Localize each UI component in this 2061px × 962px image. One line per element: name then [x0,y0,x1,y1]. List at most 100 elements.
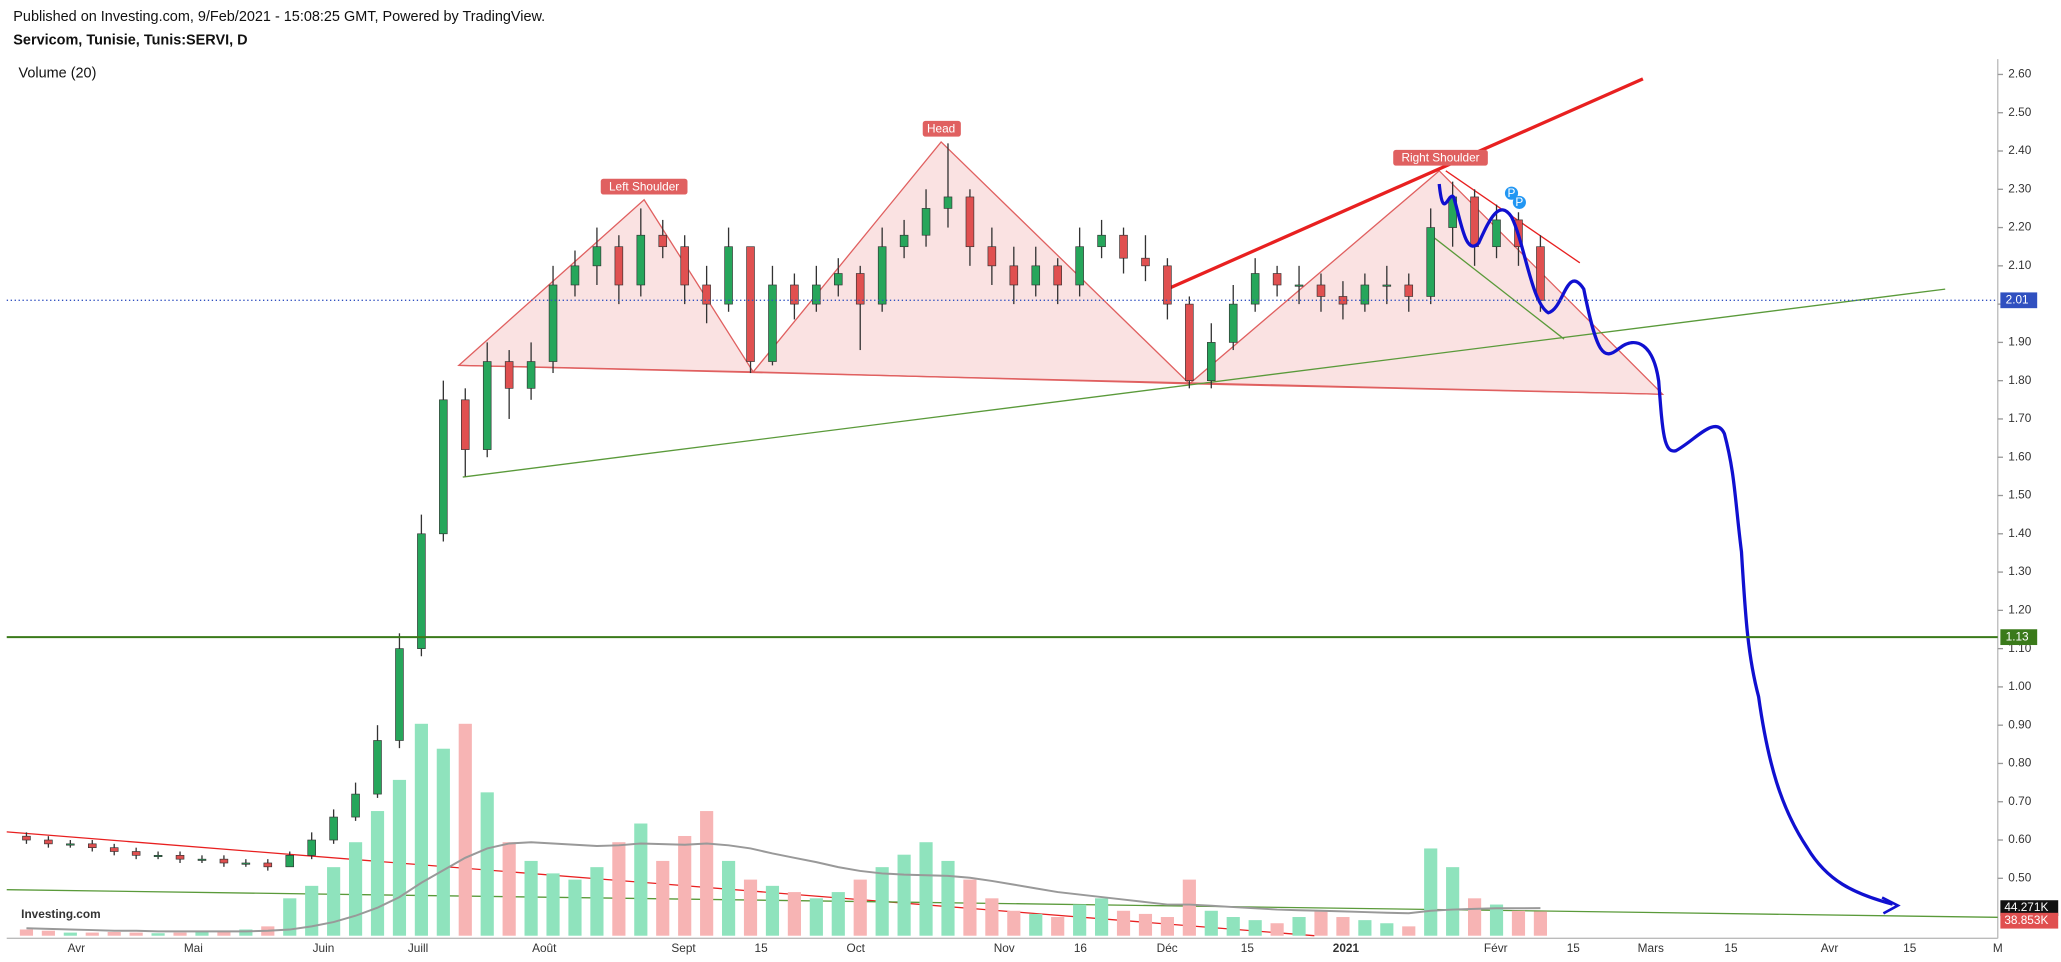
candle-body [548,284,558,362]
x-tick-label: Avr [1821,941,1839,955]
volume-bar [634,823,648,936]
candle-body [877,246,887,305]
candle-body [395,648,404,741]
volume-bar [414,723,428,936]
tag-box [1393,149,1488,166]
candle-body [1053,265,1062,286]
volume-bar [656,860,670,936]
candle-body [724,246,733,305]
x-tick-label: Mars [1638,941,1664,955]
tag-box [922,120,961,137]
projection-drawing [1437,183,1894,906]
candle-body [855,273,865,305]
volume-bar [546,873,560,936]
candle-body [504,361,514,389]
x-tick-label: 16 [1074,941,1088,955]
candle-body [175,855,185,860]
candle-body [1316,284,1326,297]
volume-bar [700,811,714,936]
candle-body [44,839,53,845]
candle-body [746,246,755,362]
volume-ma-tag [2000,900,2059,917]
volume-bar [217,930,231,936]
y-tick-label: 2.40 [2008,143,2031,157]
logo: Investing.com [21,907,100,921]
pivot-badge [1504,186,1519,200]
candle-body [417,533,426,649]
volume-bar [1073,904,1087,936]
candle-body [373,740,382,795]
candle-body [439,399,448,535]
y-tick-label: 1.50 [2008,488,2031,502]
x-tick-label: Juin [313,941,335,955]
candle-body [219,858,229,864]
candle-body [636,234,646,286]
x-tick-label: Sept [671,941,696,955]
y-tick-label: 1.00 [2008,679,2031,693]
volume-bar [239,929,253,936]
candle-body [329,816,338,841]
candle-body [965,196,975,248]
x-tick-label: 15 [755,941,769,955]
y-tick-label: 1.30 [2008,564,2031,578]
trend-line [462,288,1946,478]
tag-box [600,178,688,195]
volume-bar [107,931,121,936]
candle-body [1009,265,1019,286]
volume-bar [941,860,955,936]
volume-bar [919,842,933,936]
volume-ma-label: 44.271K [2004,900,2048,914]
volume-label: Volume (20) [19,65,97,81]
candle-body [482,361,492,450]
volume-bar [19,929,34,936]
volume-bar [1358,920,1372,936]
volume-bar [1511,910,1526,936]
volume-bar [327,867,341,936]
volume-bar [809,898,823,936]
x-tick-label: M [1993,941,2003,955]
volume-bar [524,860,538,936]
volume-bar [1116,910,1131,936]
candle-body [658,234,668,248]
x-tick-label: Oct [847,941,866,955]
candle-body [1492,219,1501,248]
candle-body [1228,303,1238,343]
candle-body [1141,257,1150,267]
volume-bar [743,879,758,936]
volume-bar [1424,848,1438,936]
annotation: P [1508,186,1516,200]
volume-bar [392,779,407,936]
x-tick-label: 15 [1567,941,1581,955]
candle-body [1097,234,1106,248]
annotation: Head [927,122,955,136]
pivot-badge [1512,195,1526,209]
volume-bar [1094,898,1109,936]
volume-bar [458,723,472,936]
x-tick-label: Avr [68,941,86,955]
x-tick-label: Juill [408,941,428,955]
volume-bar [765,885,780,936]
volume-bar [1533,911,1547,936]
candle-body [702,284,711,305]
volume-bar [1336,917,1350,936]
annotation: Right Shoulder [1401,150,1479,164]
published: Published on Investing.com, 9/Feb/2021 -… [13,9,545,25]
y-tick-label: 1.80 [2008,373,2031,387]
volume-bar [612,842,626,936]
level-label: 1.13 [2006,629,2029,643]
y-tick-label: 2.30 [2008,181,2031,195]
y-tick-label: 1.90 [2008,335,2031,349]
y-tick-label: 0.70 [2008,794,2031,808]
neckline [458,364,1663,395]
projection-arrow [1881,896,1901,915]
candle-body [921,208,931,236]
y-tick-label: 1.40 [2008,526,2031,540]
volume-bar [875,867,889,936]
candle-body [1119,234,1128,259]
volume-bar [173,932,187,936]
candle-body [1185,303,1194,382]
candle-body [461,399,470,450]
level-tag [2000,629,2038,646]
candle-body [131,851,141,856]
